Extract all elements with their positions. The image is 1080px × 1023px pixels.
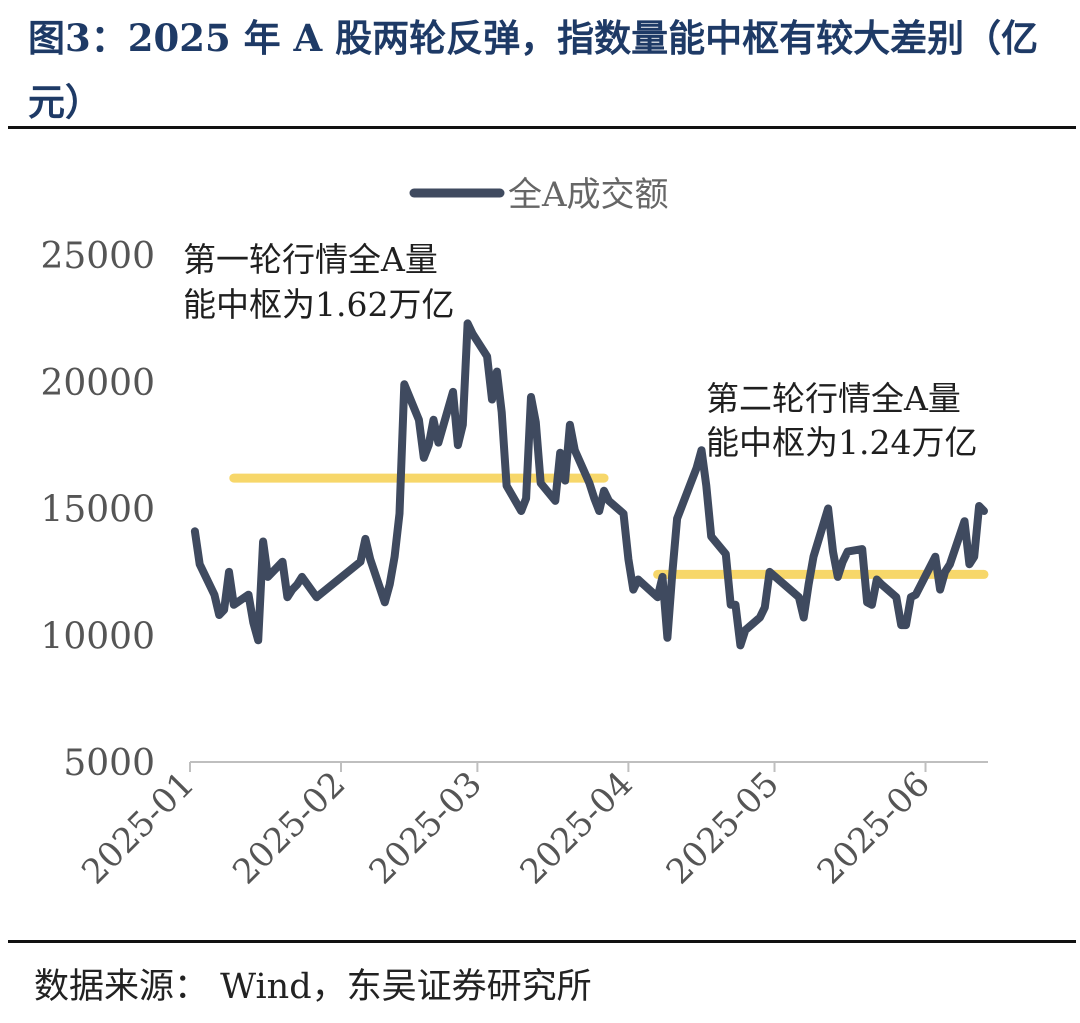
x-axis: 2025-01 2025-02 2025-03 2025-04 2025-05 2025-… (74, 761, 988, 892)
x-tick-label: 2025-03 (362, 764, 490, 892)
chart-legend: 全A成交额 (409, 175, 669, 215)
y-tick-label: 20000 (40, 363, 155, 404)
source-note: 数据来源： Wind，东吴证券研究所 (34, 967, 592, 1007)
annotation-line1: 第二轮行情全A量 (706, 379, 961, 418)
annotation-line2: 能中枢为1.62万亿 (183, 285, 454, 324)
y-axis: 25000 20000 15000 10000 5000 (40, 236, 155, 784)
annotation-line1: 第一轮行情全A量 (183, 240, 438, 279)
x-tick-label: 2025-05 (659, 764, 787, 892)
annotation-line2: 能中枢为1.24万亿 (706, 423, 977, 462)
y-tick-label: 25000 (40, 236, 155, 277)
y-tick-label: 15000 (40, 490, 155, 531)
legend-label: 全A成交额 (508, 175, 669, 215)
x-tick-label: 2025-02 (225, 764, 353, 892)
y-tick-label: 10000 (40, 616, 155, 657)
line-chart: 全A成交额 25000 20000 15000 10000 5000 2025-01 20… (40, 175, 989, 892)
top-divider (8, 126, 1076, 129)
figure-title: 图3：2025 年 A 股两轮反弹，指数量能中枢有较大差别（亿元） (28, 16, 1039, 124)
y-tick-label: 5000 (63, 743, 155, 784)
series-line (190, 319, 988, 650)
series-group (190, 319, 988, 650)
bottom-divider (8, 940, 1076, 943)
x-tick-label: 2025-04 (513, 764, 641, 892)
x-tick-label: 2025-06 (810, 764, 938, 892)
